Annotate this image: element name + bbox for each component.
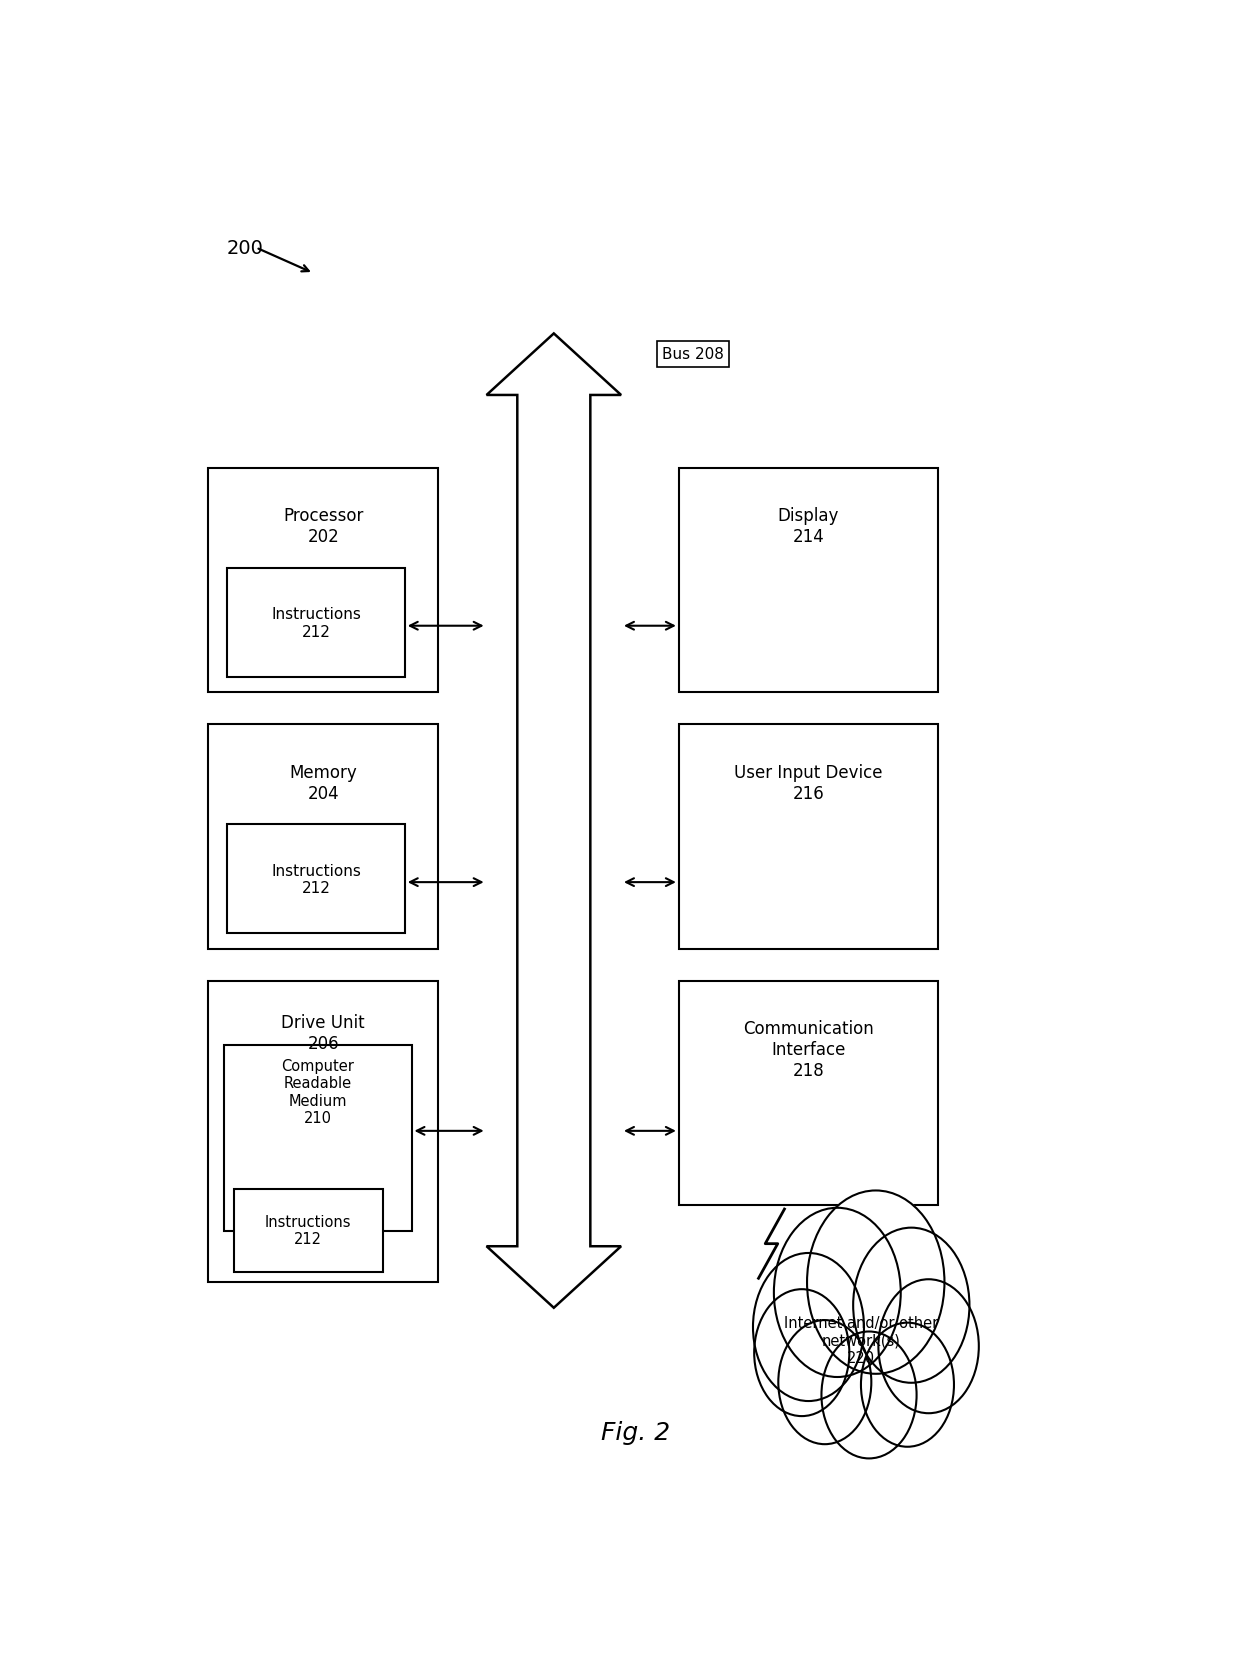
Text: Instructions
212: Instructions 212	[272, 607, 361, 639]
Bar	[234, 1188, 383, 1271]
Text: Communication
Interface
218: Communication Interface 218	[743, 1020, 874, 1080]
Bar	[678, 469, 939, 692]
Circle shape	[754, 1290, 849, 1416]
Bar	[227, 825, 404, 934]
Circle shape	[861, 1323, 954, 1448]
Circle shape	[807, 1191, 945, 1374]
Text: Computer
Readable
Medium
210: Computer Readable Medium 210	[281, 1058, 355, 1125]
Text: Bus 208: Bus 208	[662, 348, 724, 363]
Text: Instructions
212: Instructions 212	[272, 864, 361, 895]
Text: Display
214: Display 214	[777, 508, 839, 546]
Text: Fig. 2: Fig. 2	[601, 1421, 670, 1444]
Bar	[227, 569, 404, 677]
Text: Memory
204: Memory 204	[289, 764, 357, 802]
Bar	[678, 726, 939, 948]
Bar	[208, 469, 439, 692]
Text: Internet and/or other
network(s)
220: Internet and/or other network(s) 220	[784, 1315, 939, 1364]
Text: Processor
202: Processor 202	[283, 508, 363, 546]
Text: User Input Device
216: User Input Device 216	[734, 764, 883, 802]
Circle shape	[821, 1331, 916, 1459]
Text: Instructions
212: Instructions 212	[265, 1215, 351, 1246]
Text: Drive Unit
206: Drive Unit 206	[281, 1013, 365, 1052]
Circle shape	[853, 1228, 970, 1383]
Bar	[208, 726, 439, 948]
Bar	[208, 982, 439, 1283]
Text: 200: 200	[227, 240, 264, 258]
Circle shape	[774, 1208, 900, 1378]
Circle shape	[753, 1253, 864, 1401]
Bar	[678, 982, 939, 1205]
Bar	[224, 1045, 412, 1231]
Circle shape	[878, 1280, 978, 1413]
Circle shape	[779, 1320, 872, 1444]
Polygon shape	[486, 334, 621, 1308]
